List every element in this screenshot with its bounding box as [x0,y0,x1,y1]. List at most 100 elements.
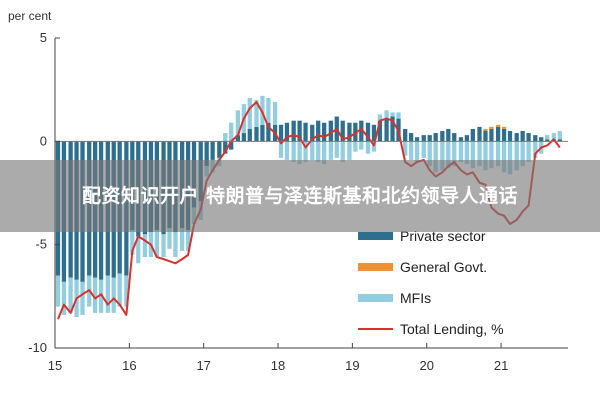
bar-mfis [291,141,296,162]
bar-private-sector [371,124,377,142]
x-tick-label: 16 [122,358,136,373]
bar-private-sector [433,133,438,142]
bar-mfis [353,141,358,152]
bar-mfis [477,141,482,167]
bar-mfis [161,234,166,258]
bar-private-sector [507,131,513,142]
y-tick-label: -5 [35,237,47,252]
bar-mfis [105,275,110,313]
bar-mfis [347,141,352,160]
bar-mfis [316,141,321,162]
bar-mfis [136,236,141,264]
bar-private-sector [297,120,302,142]
bar-mfis [260,95,265,125]
x-tick-label: 15 [48,358,62,373]
bar-private-sector [247,128,252,142]
bar-mfis [359,141,364,150]
bar-mfis [495,141,501,167]
bar-mfis [483,141,488,171]
bar-mfis [384,110,389,119]
bar-private-sector [322,122,327,142]
y-tick-label: -10 [28,340,47,355]
bar-mfis [557,131,562,140]
bar-mfis [93,277,98,313]
bar-private-sector [260,124,265,142]
y-tick-label: 5 [40,30,47,45]
legend-swatch-general-govt- [358,263,393,271]
banner-text: 配资知识开户 特朗普与泽连斯基和北约领导人通话 [81,185,519,207]
bar-mfis [371,141,377,152]
bar-private-sector [347,122,352,142]
bar-mfis [55,275,61,307]
bar-private-sector [483,131,488,142]
bar-private-sector [489,128,494,142]
bar-mfis [310,141,315,160]
x-tick-label: 21 [494,358,508,373]
bar-private-sector [278,124,284,142]
bar-private-sector [223,141,228,154]
bar-private-sector [254,126,259,142]
bar-private-sector [464,135,470,142]
bar-mfis [68,277,73,313]
bar-mfis [427,141,432,167]
bar-private-sector [458,137,464,142]
bar-mfis [98,279,104,313]
bar-private-sector [526,133,531,142]
bar-mfis [61,281,67,315]
bar-mfis [414,141,420,162]
bar-mfis [167,228,172,249]
bar-mfis [390,112,395,117]
bar-private-sector [340,120,345,142]
bar-mfis [526,141,531,162]
bar-mfis [489,141,494,169]
legend-label-mfis: MFIs [400,290,431,306]
bar-mfis [284,141,290,160]
bar-private-sector [377,120,383,142]
bar-mfis [464,141,470,165]
bar-mfis [235,110,241,136]
bar-private-sector [495,126,501,142]
legend: Private sector General Govt. MFIs Total Len… [358,228,504,337]
x-tick-label: 17 [196,358,210,373]
bar-private-sector [266,122,271,142]
bar-private-sector [210,141,215,160]
bar-private-sector [284,122,290,142]
legend-label-general-govt-: General Govt. [400,259,487,275]
bar-mfis [452,141,457,167]
bar-private-sector [520,131,525,142]
bar-mfis [272,102,278,125]
bar-private-sector [470,128,475,142]
bar-mfis [458,141,464,162]
bar-mfis [545,135,550,140]
overlay-banner: 配资知识开户 特朗普与泽连斯基和北约领导人通话 [0,160,600,232]
legend-swatch-private-sector [358,232,393,240]
bar-mfis [117,273,122,307]
bar-private-sector [514,133,519,142]
bar-mfis [254,100,259,127]
bar-private-sector [501,128,507,142]
bar-mfis [440,141,445,171]
legend-swatch-mfis [358,294,393,302]
bar-mfis [334,141,339,158]
bar-mfis [124,275,129,307]
bar-private-sector [545,139,550,142]
bar-mfis [223,133,228,142]
bar-mfis [142,234,148,258]
bar-private-sector [557,139,562,142]
bar-mfis [185,230,191,251]
bar-mfis [297,141,302,165]
bar-mfis [470,141,475,169]
bar-mfis [303,141,308,162]
bar-mfis [396,112,401,119]
bar-private-sector [328,120,333,142]
bar-mfis [179,228,185,251]
bar-mfis [551,133,557,140]
bar-mfis [365,141,371,154]
bar-mfis [446,141,451,169]
bar-mfis [247,97,252,129]
bar-mfis [377,114,383,121]
bar-private-sector [384,118,389,142]
bar-mfis [533,141,538,158]
bar-mfis [403,141,408,156]
bar-mfis [408,141,414,160]
